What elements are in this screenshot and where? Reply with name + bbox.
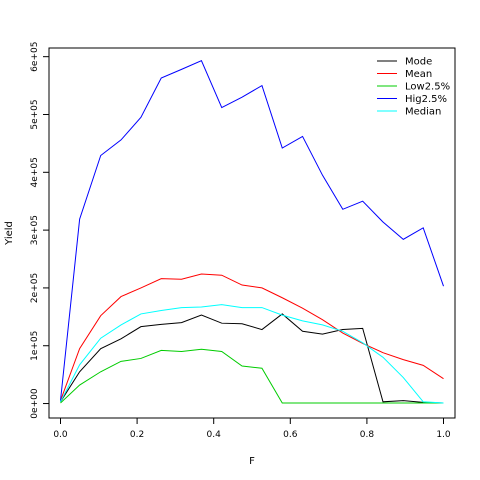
x-tick-label: 0.2 <box>130 430 144 440</box>
series-line-mode <box>60 313 444 404</box>
x-tick-label: 0.6 <box>283 430 298 440</box>
legend-label: Low2.5% <box>405 82 450 93</box>
y-tick-label: 1e+05 <box>30 331 40 361</box>
y-tick-label: 6e+05 <box>30 42 40 72</box>
legend-label: Hig2.5% <box>405 94 447 105</box>
x-tick-label: 0.4 <box>207 430 222 440</box>
legend-label: Median <box>405 107 441 118</box>
series-layer <box>59 60 444 404</box>
legend-label: Mean <box>405 69 432 80</box>
series-line-median <box>60 304 444 404</box>
series-line-low2-5- <box>60 348 444 404</box>
series-line-mean <box>60 273 444 401</box>
x-axis-title: F <box>249 456 255 467</box>
x-tick-label: 1.0 <box>436 430 451 440</box>
x-axis: 0.0 0.2 0.4 0.6 0.8 1.0 <box>53 418 451 440</box>
x-tick-label: 0.0 <box>53 430 68 440</box>
y-axis-title: Yield <box>4 221 15 246</box>
legend-label: Mode <box>405 57 432 68</box>
y-tick-label: 0e+00 <box>30 388 40 419</box>
y-tick-label: 5e+05 <box>30 99 40 129</box>
y-tick-label: 3e+05 <box>30 215 40 245</box>
plot-box <box>48 47 456 419</box>
plot-frame <box>48 47 456 419</box>
series-line-hig2-5- <box>59 60 444 401</box>
y-axis: 0e+00 1e+05 2e+05 3e+05 4e+05 5e+05 6e+05 <box>30 42 49 419</box>
x-tick-label: 0.8 <box>360 430 375 440</box>
y-tick-label: 4e+05 <box>30 157 40 187</box>
y-tick-label: 2e+05 <box>30 273 40 303</box>
